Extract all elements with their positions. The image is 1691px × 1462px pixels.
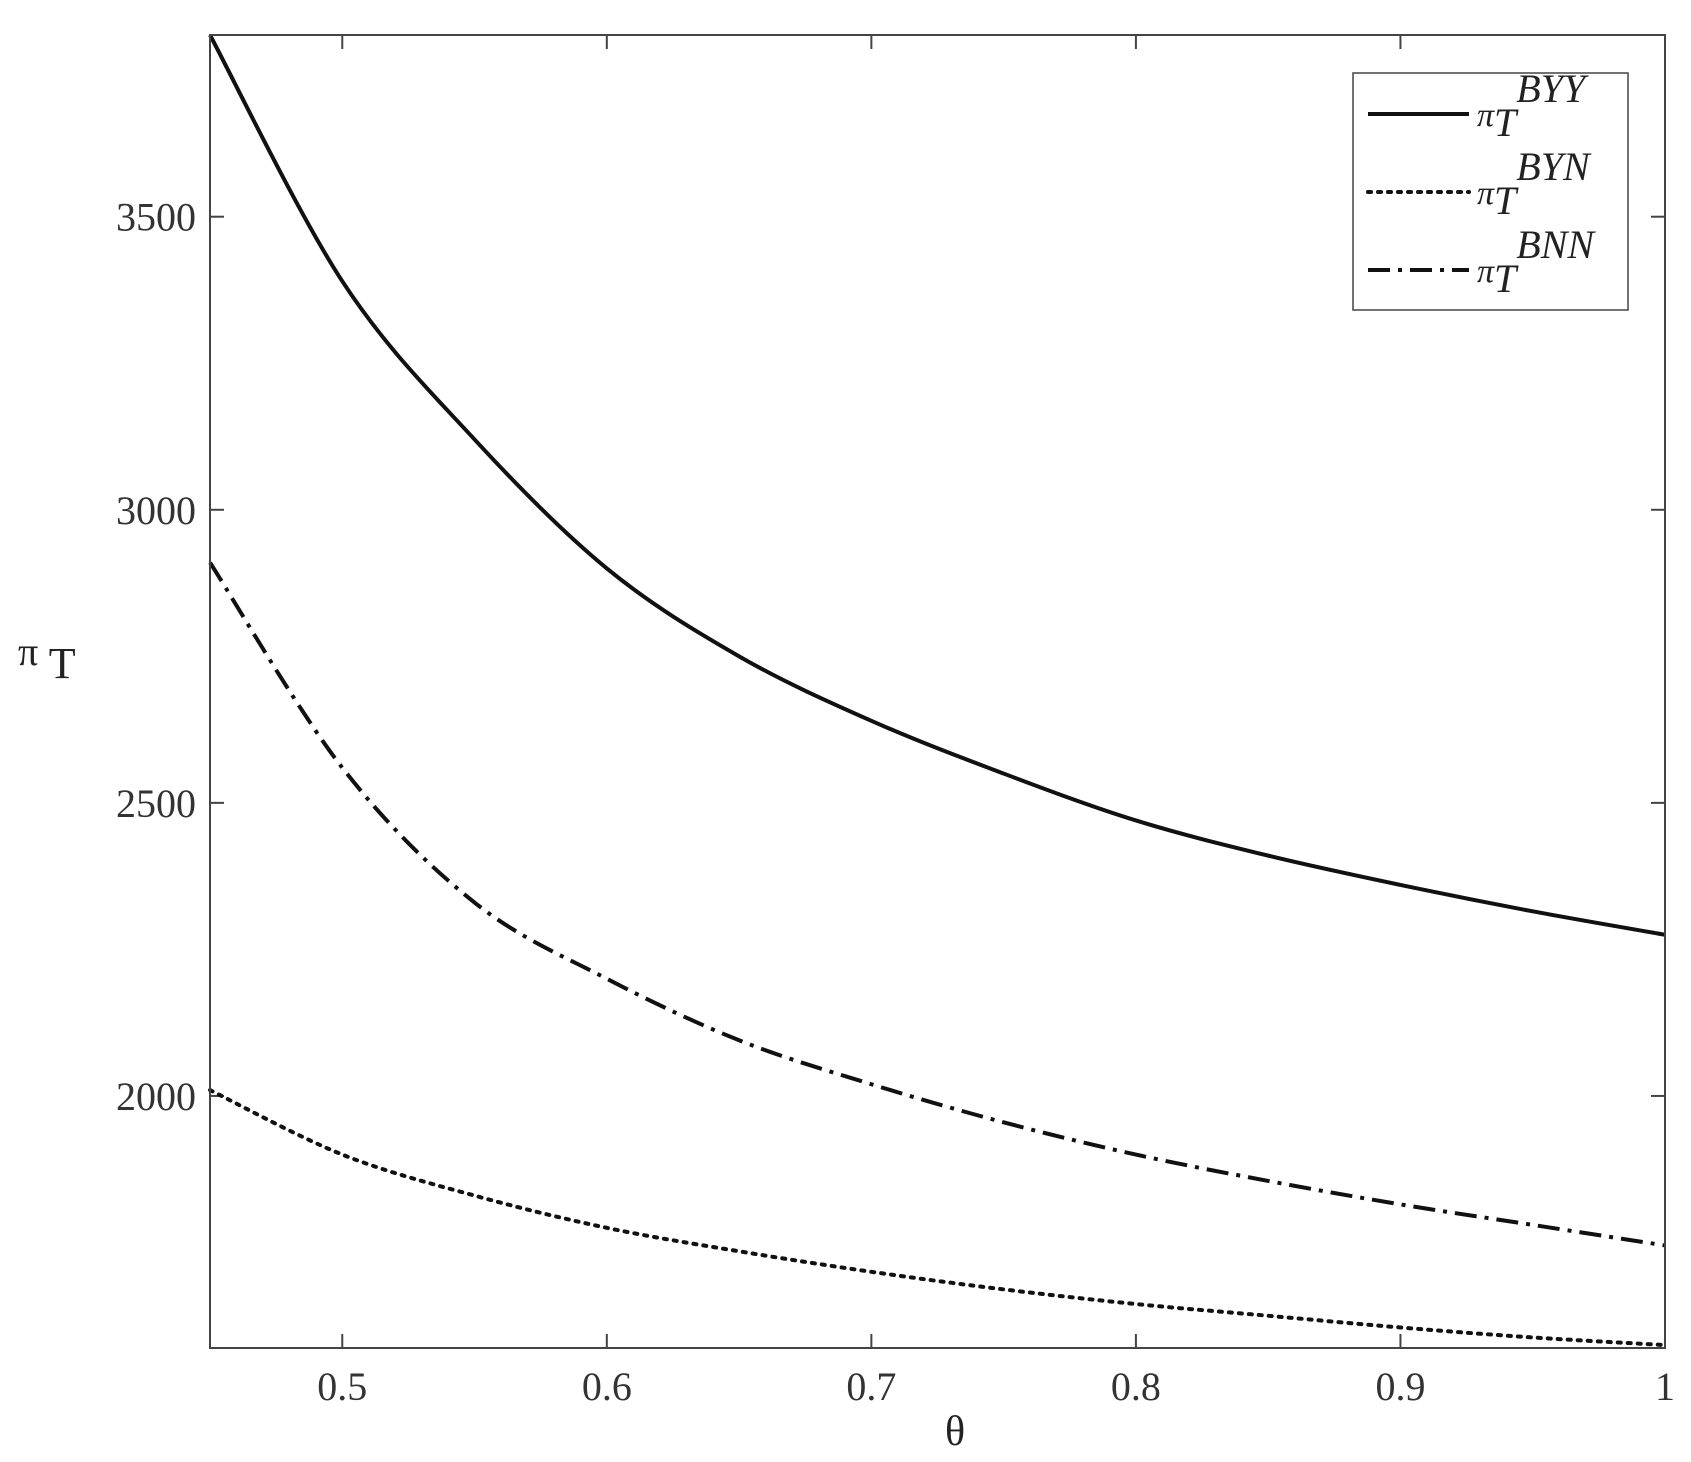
y-axis-label-sub: T: [49, 639, 76, 688]
series-layer: [208, 34, 1667, 1348]
x-tick-label: 0.6: [582, 1364, 632, 1409]
x-tick-label: 1: [1655, 1364, 1675, 1409]
series-line-byy: [208, 34, 1666, 937]
y-tick-label: 2500: [116, 781, 196, 826]
legend-label-bnn: πTBNN: [1477, 222, 1596, 301]
y-tick-label: 3000: [116, 488, 196, 533]
x-tick-label: 0.7: [846, 1364, 896, 1409]
plot-frame: [209, 34, 1666, 1349]
tick-labels-layer: 0.5 0.6 0.7 0.8 0.9 1 2000 2500 3000 3500: [116, 195, 1675, 1409]
x-axis-label: θ: [945, 1409, 965, 1455]
x-tick-label: 0.8: [1111, 1364, 1161, 1409]
legend-label-byy: πTBYY: [1477, 66, 1589, 145]
y-tick-label: 2000: [116, 1074, 196, 1119]
series-line-bnn: [208, 561, 1666, 1248]
y-axis-label-main: π: [18, 629, 38, 674]
x-tick-label: 0.9: [1375, 1364, 1425, 1409]
x-tick-label: 0.5: [317, 1364, 367, 1409]
legend-label-byn: πTBYN: [1477, 144, 1592, 223]
series-line-byn: [208, 1088, 1667, 1348]
y-axis-label: π T: [18, 629, 76, 688]
y-tick-label: 3500: [116, 195, 196, 240]
